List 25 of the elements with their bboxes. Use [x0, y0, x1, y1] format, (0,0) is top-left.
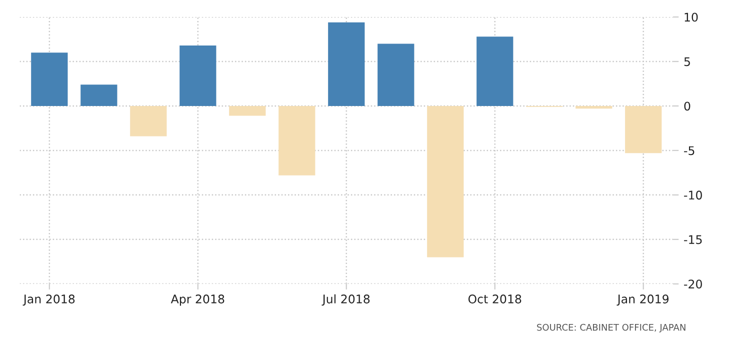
x-tick-label: Apr 2018: [170, 294, 224, 306]
y-tick-label: -5: [684, 146, 694, 156]
x-tick-label: Jan 2018: [22, 294, 75, 306]
bar: [576, 106, 612, 109]
x-tick-label: Oct 2018: [468, 294, 522, 304]
y-tick-label: 10: [684, 12, 698, 22]
bar: [31, 52, 68, 106]
x-tick-label: Jul 2018: [322, 294, 370, 306]
y-tick-label: -15: [684, 235, 702, 244]
y-tick-label: -20: [684, 280, 702, 289]
bar: [625, 106, 662, 154]
y-tick-label: 0: [684, 102, 690, 111]
bar: [278, 106, 316, 176]
bar: [80, 84, 118, 106]
y-tick-label: 5: [684, 57, 690, 66]
x-tick-label: Jan 2019: [616, 294, 669, 306]
bar: [130, 106, 167, 136]
bar: [427, 106, 464, 258]
source-note: SOURCE: CABINET OFFICE, JAPAN: [537, 324, 686, 332]
bar: [229, 106, 266, 116]
bar: [180, 45, 216, 106]
bar: [476, 36, 514, 106]
bar: [378, 44, 414, 106]
bar: [328, 22, 365, 106]
y-tick-label: -10: [684, 190, 702, 200]
